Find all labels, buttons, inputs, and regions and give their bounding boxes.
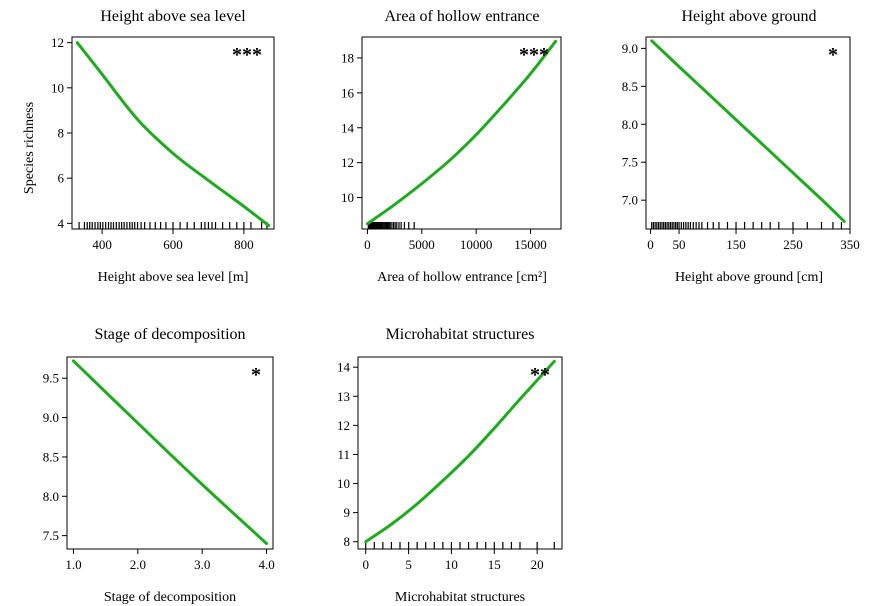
y-tick-label: 12 [341, 155, 354, 170]
significance-stars: *** [519, 44, 549, 66]
y-tick-label: 8 [344, 534, 351, 549]
x-tick-label: 400 [92, 237, 112, 252]
significance-stars: ** [530, 364, 550, 386]
y-tick-label: 9.0 [622, 41, 638, 56]
y-tick-label: 4 [58, 216, 65, 231]
significance-stars: * [828, 44, 838, 66]
y-tick-label: 16 [341, 85, 355, 100]
y-tick-label: 14 [337, 360, 351, 375]
y-tick-label: 18 [341, 50, 354, 65]
y-tick-label: 8.0 [43, 489, 59, 504]
y-tick-label: 9.0 [43, 410, 59, 425]
x-tick-label: 4.0 [258, 557, 274, 572]
y-tick-label: 8.5 [622, 79, 638, 94]
y-tick-label: 10 [337, 476, 350, 491]
y-tick-label: 8.5 [43, 449, 59, 464]
significance-stars: *** [232, 44, 262, 66]
plot-frame [361, 36, 562, 230]
fitted-curve [71, 359, 269, 545]
x-axis-label: Height above sea level [m] [97, 270, 249, 285]
x-tick-label: 10000 [460, 237, 493, 252]
x-tick-label: 1.0 [65, 557, 81, 572]
x-tick-label: 350 [840, 237, 860, 252]
chart-panel: 0 5 10 15 20 8 9 10 11 12 13 14 ** [337, 356, 563, 572]
x-tick-label: 250 [783, 237, 803, 252]
x-tick-label: 800 [234, 237, 254, 252]
x-axis-label: Height above ground [cm] [674, 270, 824, 285]
y-tick-label: 9.5 [43, 371, 59, 386]
y-tick-label: 7.5 [43, 528, 59, 543]
y-tick-label: 12 [51, 35, 64, 50]
y-tick-label: 8.0 [622, 117, 638, 132]
chart-panel: 400 600 800 4 6 8 10 12 *** [51, 35, 275, 252]
x-tick-label: 150 [726, 237, 746, 252]
plot-frame [66, 356, 274, 550]
plot-frame [645, 36, 851, 230]
x-tick-label: 5000 [409, 237, 435, 252]
y-tick-label: 7.5 [622, 155, 638, 170]
x-tick-label: 5 [405, 557, 412, 572]
chart-title: Stage of decomposition [94, 326, 246, 343]
y-tick-label: 14 [341, 120, 355, 135]
y-axis-label: Species richness [22, 101, 37, 195]
x-tick-label: 2.0 [130, 557, 146, 572]
x-tick-label: 10 [445, 557, 458, 572]
y-tick-label: 11 [337, 447, 350, 462]
chart-panel: 1.0 2.0 3.0 4.0 7.5 8.0 8.5 9.0 9.5 * [43, 356, 275, 572]
x-axis-label: Stage of decomposition [103, 590, 237, 605]
chart-title: Microhabitat structures [385, 326, 535, 343]
y-tick-label: 13 [337, 389, 350, 404]
x-tick-label: 0 [647, 237, 654, 252]
chart-title: Height above ground [681, 8, 817, 25]
y-tick-label: 9 [344, 505, 351, 520]
x-tick-label: 20 [531, 557, 544, 572]
x-tick-label: 50 [673, 237, 686, 252]
x-tick-label: 0 [362, 557, 369, 572]
y-tick-label: 8 [58, 126, 65, 141]
x-tick-label: 600 [163, 237, 183, 252]
fitted-curve [364, 359, 556, 544]
x-tick-label: 3.0 [194, 557, 210, 572]
chart-panel: 0 50 150 250 350 7.0 7.5 8.0 8.5 9.0 * [622, 36, 860, 252]
x-axis-label: Area of hollow entrance [cm²] [377, 270, 547, 285]
y-tick-label: 6 [58, 171, 65, 186]
chart-title: Area of hollow entrance [384, 8, 540, 25]
significance-stars: * [251, 364, 261, 386]
x-tick-label: 15000 [514, 237, 547, 252]
y-tick-label: 10 [341, 190, 354, 205]
y-tick-label: 10 [51, 80, 64, 95]
fitted-curve [650, 39, 846, 223]
fitted-curve [75, 41, 271, 228]
fitted-curve [365, 39, 558, 226]
chart-title: Height above sea level [100, 8, 246, 25]
y-tick-label: 12 [337, 418, 350, 433]
x-tick-label: 15 [488, 557, 501, 572]
x-tick-label: 0 [364, 237, 371, 252]
x-axis-label: Microhabitat structures [394, 590, 526, 605]
y-tick-label: 7.0 [622, 193, 638, 208]
chart-panel: 0 5000 10000 15000 10 12 14 16 18 *** [341, 36, 562, 252]
